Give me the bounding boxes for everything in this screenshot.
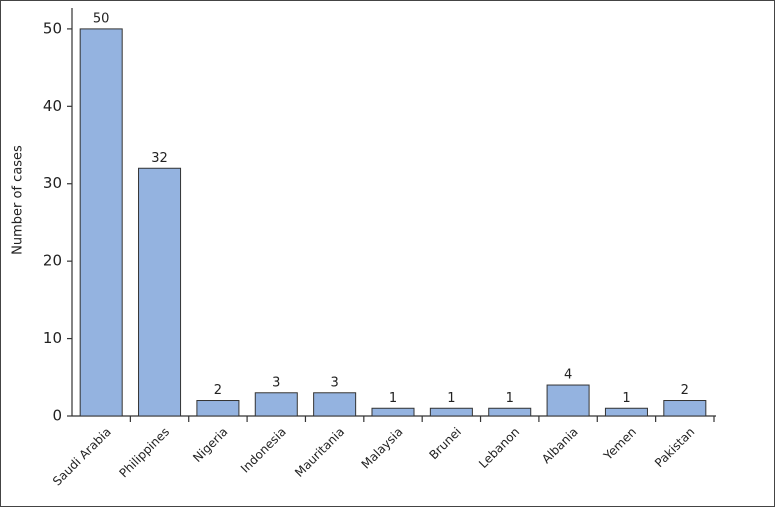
- bar: [79, 28, 123, 417]
- value-label: 2: [681, 383, 689, 398]
- value-label: 3: [330, 375, 338, 390]
- value-label: 1: [389, 391, 397, 406]
- value-label: 1: [506, 391, 514, 406]
- bar: [371, 407, 415, 417]
- bar: [663, 400, 707, 417]
- bar: [313, 392, 357, 417]
- y-tick-label: 40: [43, 97, 62, 115]
- y-tick-label: 20: [43, 252, 62, 270]
- bar: [546, 384, 590, 417]
- y-tick-label: 10: [43, 329, 62, 347]
- y-tick-label: 50: [43, 19, 62, 37]
- value-label: 32: [151, 151, 168, 166]
- bar: [138, 167, 182, 417]
- bar: [488, 407, 532, 417]
- bar: [196, 400, 240, 417]
- bar: [254, 392, 298, 417]
- value-label: 4: [564, 368, 572, 383]
- value-label: 50: [93, 11, 110, 26]
- bar: [429, 407, 473, 417]
- y-tick-label: 0: [52, 407, 62, 425]
- y-tick-label: 30: [43, 174, 62, 192]
- value-label: 2: [214, 383, 222, 398]
- value-label: 3: [272, 375, 280, 390]
- y-axis-title: Number of cases: [11, 145, 26, 255]
- bar: [604, 407, 648, 417]
- value-label: 1: [622, 391, 630, 406]
- value-label: 1: [447, 391, 455, 406]
